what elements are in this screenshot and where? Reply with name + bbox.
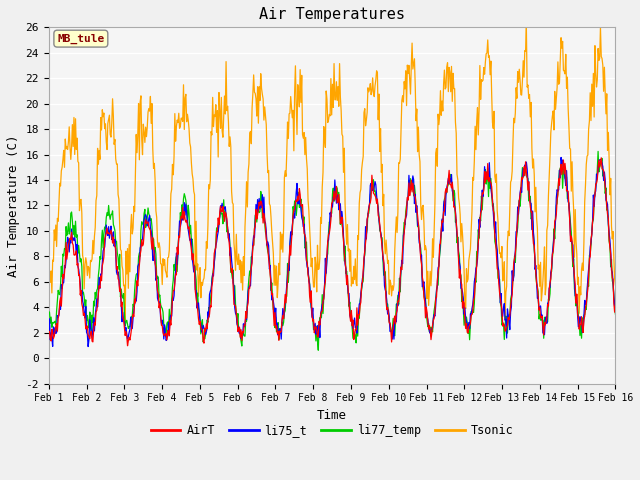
Title: Air Temperatures: Air Temperatures <box>259 7 405 22</box>
Legend: AirT, li75_t, li77_temp, Tsonic: AirT, li75_t, li77_temp, Tsonic <box>146 420 518 442</box>
Y-axis label: Air Temperature (C): Air Temperature (C) <box>7 134 20 276</box>
X-axis label: Time: Time <box>317 409 347 422</box>
Text: MB_tule: MB_tule <box>57 34 104 44</box>
